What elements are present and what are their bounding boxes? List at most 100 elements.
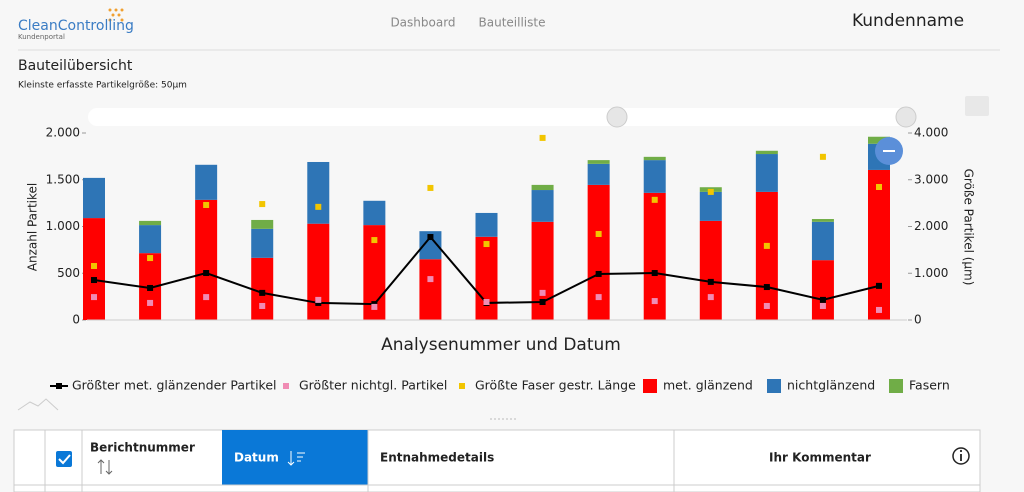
table-header (13, 429, 981, 492)
line-marker (315, 299, 322, 306)
bar-segment (419, 231, 442, 260)
legend-label: Fasern (909, 378, 950, 393)
point (371, 237, 378, 244)
table: Berichtnummer Datum Entnahmedetails Ihr … (13, 429, 981, 492)
point (763, 242, 770, 249)
section-title: Bauteilübersicht (18, 58, 133, 74)
bar-segment (307, 161, 330, 224)
point (315, 203, 322, 210)
bar-segment (643, 192, 666, 320)
sort-icon[interactable] (97, 459, 113, 475)
legend-label: met. glänzend (663, 378, 753, 393)
active-column[interactable] (222, 430, 368, 485)
bar-segment (307, 223, 330, 320)
section-subtitle: Kleinste erfasste Partikelgröße: 50µm (18, 81, 187, 91)
point (707, 294, 714, 301)
y-tick-label: 2.000 (46, 126, 80, 140)
slider-handle[interactable] (895, 106, 917, 128)
point (876, 306, 882, 313)
line-marker (707, 278, 714, 285)
logo-dots (108, 8, 124, 22)
point (315, 296, 322, 303)
bar-segment (868, 169, 890, 320)
point (819, 153, 826, 160)
point (595, 294, 602, 301)
point (259, 201, 266, 208)
bar-segment (139, 220, 162, 226)
customer-name: Kundenname (852, 11, 964, 31)
legend-label: Größter met. glänzender Partikel (72, 378, 277, 393)
point (539, 134, 546, 141)
point (651, 298, 658, 305)
line-marker (91, 277, 97, 284)
nav-link[interactable]: Bauteilliste (479, 16, 546, 30)
zoom-slider[interactable] (88, 108, 908, 126)
bar-segment (139, 225, 162, 254)
y2-tick-label: 2.000 (914, 219, 948, 233)
point (876, 183, 882, 190)
bar-segment (811, 260, 834, 320)
bar-segment (755, 191, 778, 320)
point (763, 302, 770, 309)
bar-segment (531, 221, 554, 320)
y2-tick-label: 1.000 (914, 266, 948, 280)
legend-swatch (643, 379, 657, 393)
bar-segment (643, 160, 666, 193)
bar-segment (195, 164, 218, 200)
logo[interactable]: CleanControlling (18, 18, 134, 34)
column-header[interactable]: Entnahmedetails (380, 451, 494, 465)
point (595, 230, 602, 237)
menu-button[interactable] (965, 96, 989, 116)
point (91, 263, 97, 270)
column-header[interactable]: Ihr Kommentar (769, 451, 871, 465)
y-tick-label: 500 (57, 266, 80, 280)
point (539, 289, 546, 296)
point (203, 294, 210, 301)
point (483, 241, 490, 248)
legend-label: nichtglänzend (787, 378, 875, 393)
line-marker (819, 296, 826, 303)
sort-icon[interactable] (287, 451, 305, 466)
line-marker (203, 270, 210, 277)
legend-swatch (889, 379, 903, 393)
bar-segment (419, 259, 442, 320)
point (707, 188, 714, 195)
point (147, 299, 154, 306)
y2-tick-label: 3.000 (914, 172, 948, 186)
bar-segment (251, 219, 274, 229)
legend-marker (283, 383, 289, 389)
bar-segment (475, 236, 498, 320)
y-tick-label: 0 (72, 313, 80, 327)
line-marker (259, 289, 266, 296)
line-marker (763, 284, 770, 291)
bar-segment (195, 199, 218, 320)
nav-link[interactable]: Dashboard (390, 16, 455, 30)
y2-axis-title: Größe Partikel (µm) (962, 169, 976, 286)
legend-swatch (767, 379, 781, 393)
column-header[interactable]: Datum (234, 451, 279, 465)
point (203, 201, 210, 208)
column-header[interactable]: Berichtnummer (90, 441, 195, 455)
bar-segment (587, 184, 610, 320)
slider-handle[interactable] (606, 106, 628, 128)
legend-label: Größte Faser gestr. Länge (475, 378, 636, 393)
info-icon[interactable] (952, 447, 970, 465)
legend-marker (459, 383, 465, 389)
select-all-checkbox[interactable] (56, 451, 72, 467)
bar-segment (868, 136, 890, 144)
legend-marker (56, 383, 62, 389)
point (427, 276, 434, 283)
bar-segment (251, 257, 274, 320)
y2-tick-label: 0 (914, 313, 922, 327)
bar-segment (251, 228, 274, 258)
bar-segment (643, 156, 666, 161)
x-axis-title: Analysenummer und Datum (381, 335, 621, 355)
line-marker (427, 234, 434, 241)
line-marker (539, 299, 546, 306)
point (651, 196, 658, 203)
point (259, 302, 266, 309)
bar-segment (587, 163, 610, 185)
line-marker (876, 282, 882, 289)
